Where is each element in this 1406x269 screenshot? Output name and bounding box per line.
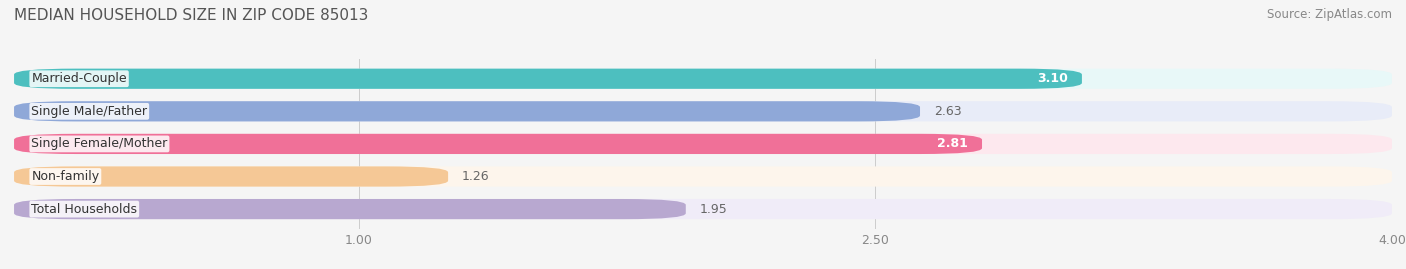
FancyBboxPatch shape xyxy=(14,199,1392,219)
FancyBboxPatch shape xyxy=(14,199,686,219)
Text: 1.95: 1.95 xyxy=(700,203,727,215)
FancyBboxPatch shape xyxy=(14,134,1392,154)
FancyBboxPatch shape xyxy=(14,101,1392,121)
Text: Single Male/Father: Single Male/Father xyxy=(31,105,148,118)
Text: 1.26: 1.26 xyxy=(463,170,489,183)
Text: Married-Couple: Married-Couple xyxy=(31,72,127,85)
FancyBboxPatch shape xyxy=(14,101,920,121)
Text: 3.10: 3.10 xyxy=(1038,72,1069,85)
Text: Total Households: Total Households xyxy=(31,203,138,215)
FancyBboxPatch shape xyxy=(14,167,449,187)
FancyBboxPatch shape xyxy=(14,69,1083,89)
Text: Source: ZipAtlas.com: Source: ZipAtlas.com xyxy=(1267,8,1392,21)
Text: 2.81: 2.81 xyxy=(938,137,969,150)
FancyBboxPatch shape xyxy=(14,134,981,154)
Text: Non-family: Non-family xyxy=(31,170,100,183)
FancyBboxPatch shape xyxy=(14,167,1392,187)
Text: Single Female/Mother: Single Female/Mother xyxy=(31,137,167,150)
FancyBboxPatch shape xyxy=(14,69,1392,89)
Text: MEDIAN HOUSEHOLD SIZE IN ZIP CODE 85013: MEDIAN HOUSEHOLD SIZE IN ZIP CODE 85013 xyxy=(14,8,368,23)
Text: 2.63: 2.63 xyxy=(934,105,962,118)
